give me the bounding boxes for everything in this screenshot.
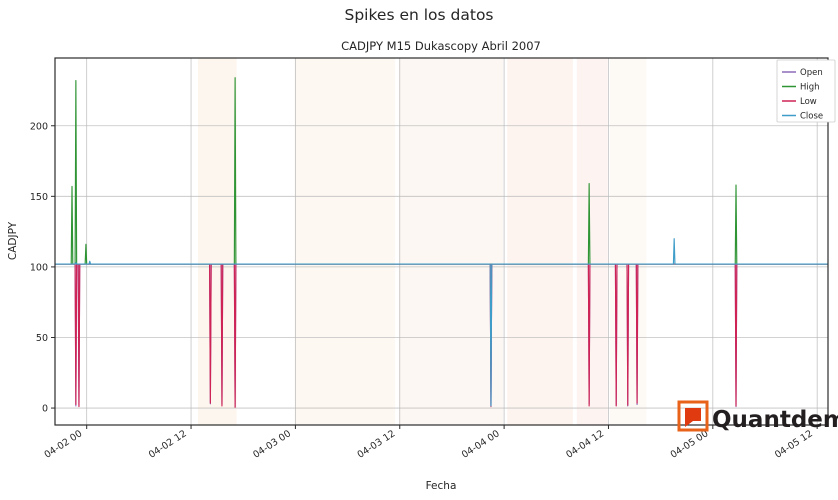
- data-series-layer: [55, 77, 828, 408]
- legend-label-open[interactable]: Open: [800, 68, 823, 78]
- y-axis-ticks: 0 50 100 150 200: [30, 121, 55, 415]
- legend-label-high[interactable]: High: [800, 83, 820, 93]
- series-line-close: [55, 238, 828, 407]
- y-tick-label: 200: [30, 121, 48, 132]
- plot-area: [54, 57, 829, 426]
- background-band-1: [294, 58, 396, 425]
- legend-label-low[interactable]: Low: [800, 97, 817, 107]
- y-tick-label: 0: [42, 404, 48, 415]
- logo-text: Quantdemy: [712, 407, 838, 433]
- y-tick-label: 100: [30, 262, 48, 273]
- background-band-4: [576, 58, 608, 425]
- plot-border: [54, 57, 829, 426]
- x-axis-label: Fecha: [426, 480, 457, 492]
- legend-background: [776, 59, 836, 123]
- y-tick-label: 50: [36, 333, 48, 344]
- chart-subtitle: CADJPY M15 Dukascopy Abril 2007: [341, 39, 541, 53]
- background-band-0: [198, 58, 237, 425]
- y-tick-label: 150: [30, 192, 48, 203]
- logo-speech-bubble-icon: [685, 408, 701, 427]
- background-band-2: [398, 58, 504, 425]
- series-line-low: [55, 263, 828, 408]
- background-band-3: [507, 58, 573, 425]
- page-title: Spikes en los datos: [345, 6, 494, 24]
- chart-legend[interactable]: Open High Low Close: [776, 59, 836, 123]
- legend-label-close[interactable]: Close: [800, 112, 823, 122]
- logo-square-icon: [677, 400, 709, 432]
- y-axis-label: CADJPY: [7, 221, 19, 260]
- quantdemy-logo: Quantdemy: [677, 400, 838, 433]
- legend-items[interactable]: Open High Low Close: [782, 68, 823, 122]
